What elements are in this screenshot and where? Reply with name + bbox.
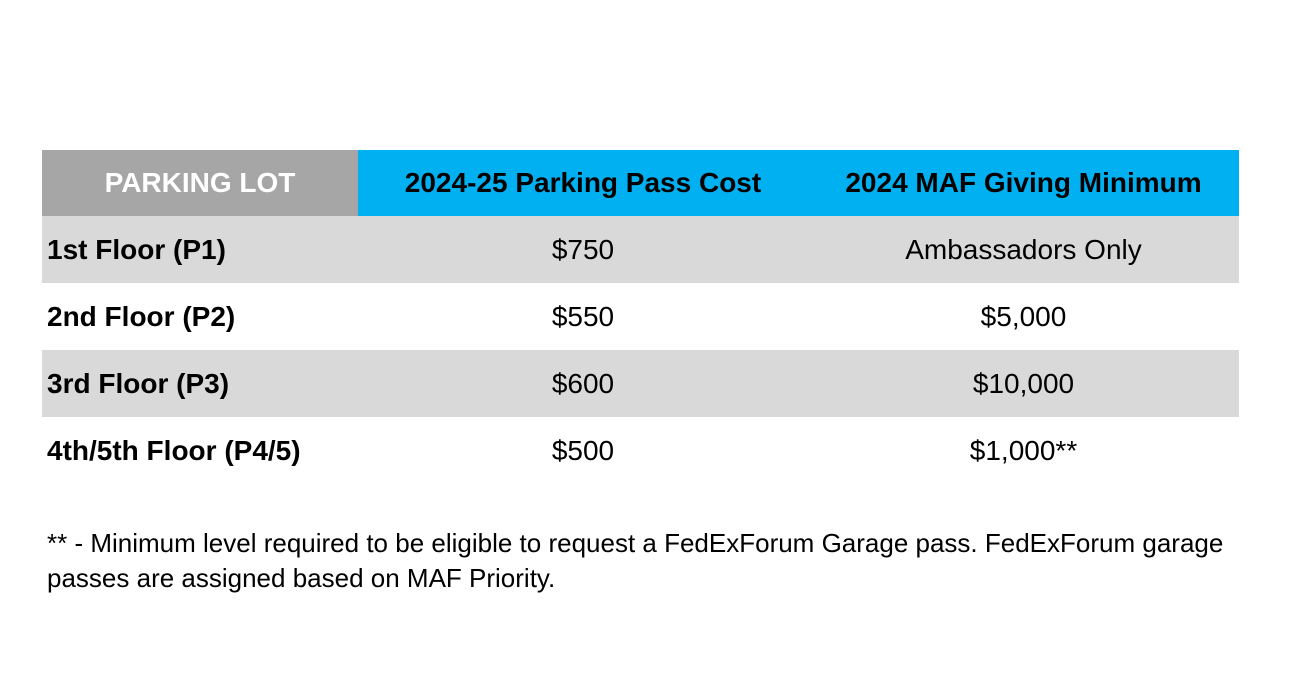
footnote: ** - Minimum level required to be eligib… <box>47 528 1224 593</box>
row-giving-minimum: Ambassadors Only <box>905 233 1142 265</box>
header-pass-cost: 2024-25 Parking Pass Cost <box>358 150 808 216</box>
row-pass-cost: $750 <box>551 233 615 265</box>
row-pass-cost: $600 <box>551 367 615 399</box>
table-row: 2nd Floor (P2) $550 $5,000 <box>42 283 1239 350</box>
header-parking-lot: PARKING LOT <box>42 150 358 216</box>
row-lot-name: 4th/5th Floor (P4/5) <box>47 434 301 466</box>
header-giving-minimum: 2024 MAF Giving Minimum <box>808 150 1239 216</box>
parking-table: PARKING LOT 2024-25 Parking Pass Cost 20… <box>42 150 1239 484</box>
table-row: 3rd Floor (P3) $600 $10,000 <box>42 350 1239 417</box>
row-lot-name: 2nd Floor (P2) <box>47 300 236 332</box>
table-row: 4th/5th Floor (P4/5) $500 $1,000** <box>42 417 1239 484</box>
row-pass-cost: $550 <box>551 300 615 332</box>
row-lot-name: 3rd Floor (P3) <box>47 367 230 399</box>
row-giving-minimum: $5,000 <box>980 300 1067 332</box>
row-giving-minimum: $1,000** <box>969 434 1078 466</box>
row-giving-minimum: $10,000 <box>972 367 1075 399</box>
table-row: 1st Floor (P1) $750 Ambassadors Only <box>42 216 1239 283</box>
row-pass-cost: $500 <box>551 434 615 466</box>
row-lot-name: 1st Floor (P1) <box>47 233 226 265</box>
table-header-row: PARKING LOT 2024-25 Parking Pass Cost 20… <box>42 150 1239 216</box>
